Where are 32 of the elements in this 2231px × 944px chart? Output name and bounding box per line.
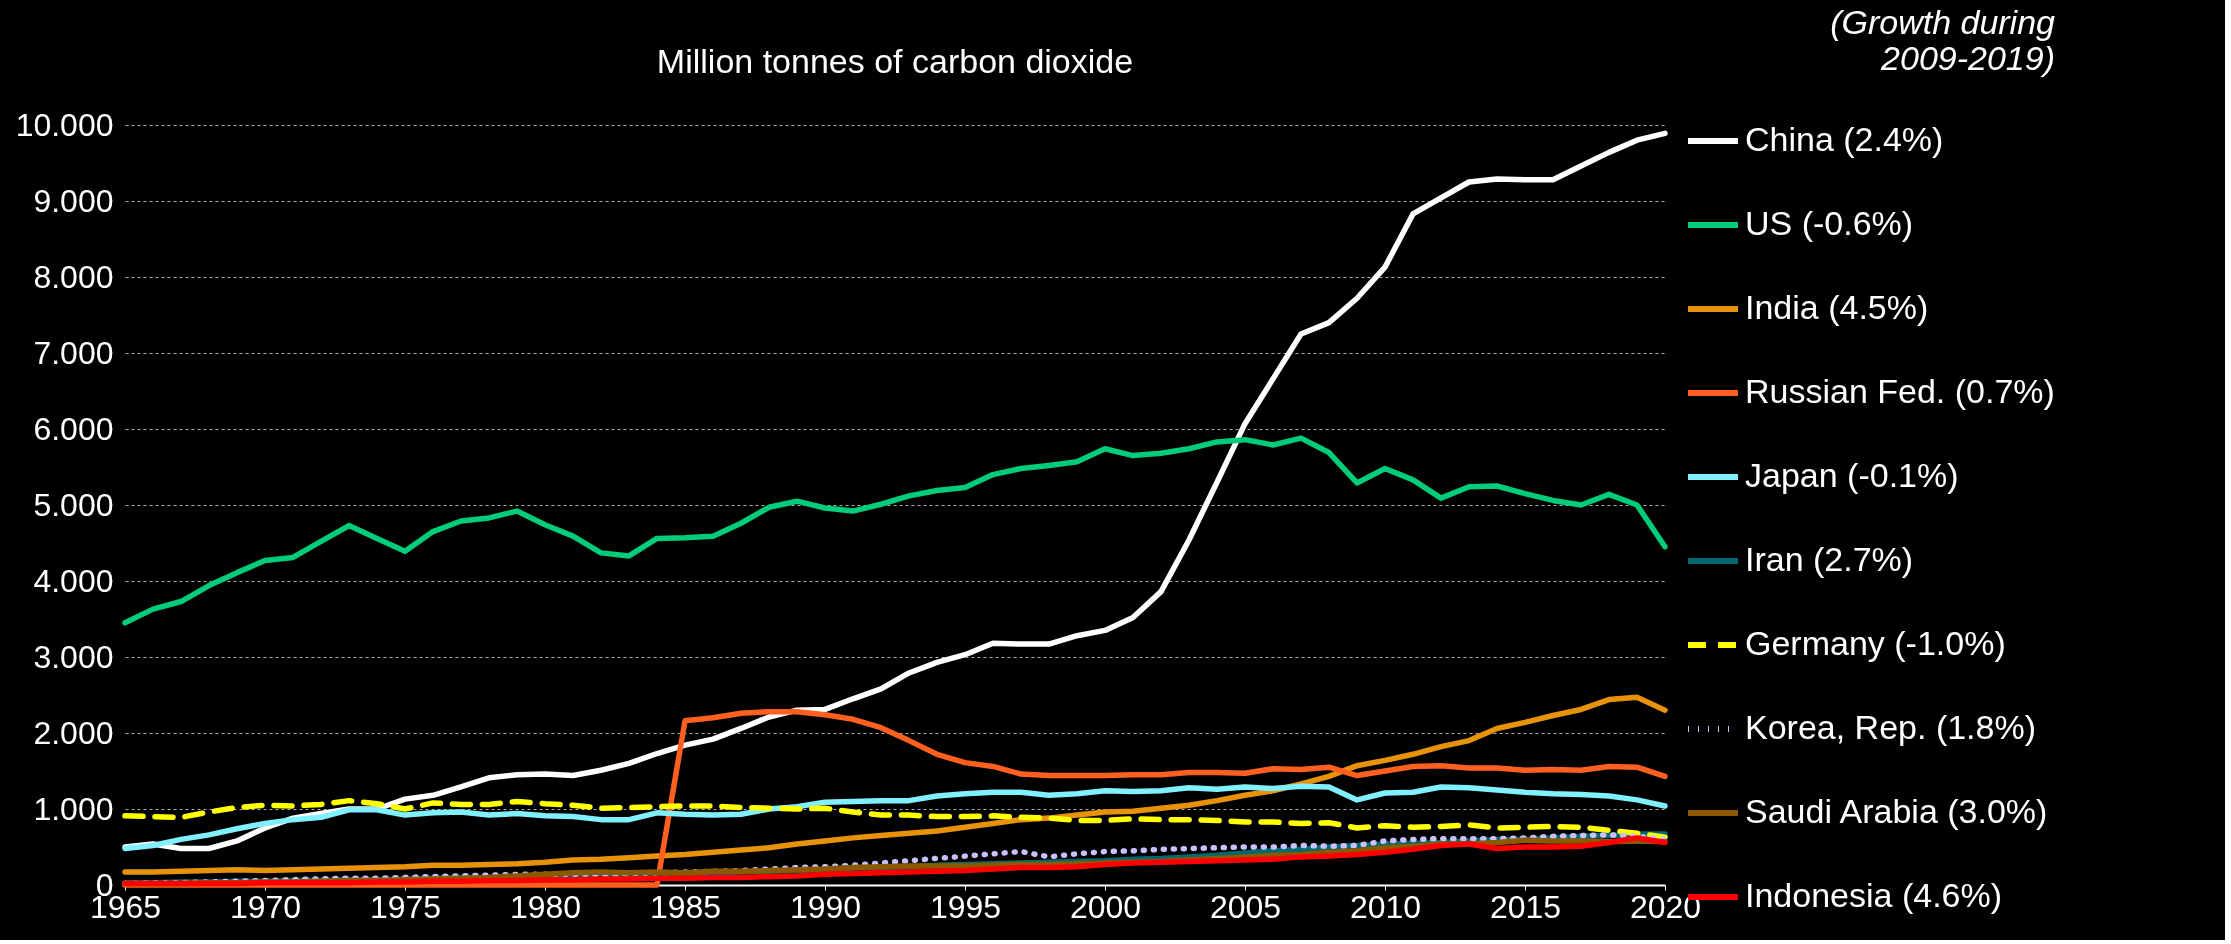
y-tick-label: 6.000 — [33, 410, 114, 447]
y-tick-label: 7.000 — [33, 334, 114, 371]
chart-title: Million tonnes of carbon dioxide — [656, 42, 1134, 80]
y-tick-label: 10.000 — [15, 106, 114, 143]
y-tick-label: 5.000 — [33, 486, 114, 523]
x-tick-label: 1985 — [649, 888, 722, 925]
x-tick-label: 1995 — [929, 888, 1002, 925]
x-tick-label: 1980 — [509, 888, 582, 925]
y-tick-label: 4.000 — [33, 562, 114, 599]
legend-label: US (-0.6%) — [1745, 204, 1914, 242]
y-tick-label: 9.000 — [33, 182, 114, 219]
legend-label: Germany (-1.0%) — [1745, 624, 2006, 662]
x-tick-label: 2015 — [1489, 888, 1562, 925]
y-tick-label: 1.000 — [33, 790, 114, 827]
x-tick-label: 1970 — [229, 888, 302, 925]
legend-label: China (2.4%) — [1745, 120, 1944, 158]
x-tick-label: 1990 — [789, 888, 862, 925]
legend-label: Saudi Arabia (3.0%) — [1745, 792, 2048, 830]
y-tick-label: 3.000 — [33, 638, 114, 675]
legend-label: Russian Fed. (0.7%) — [1745, 372, 2055, 410]
x-tick-label: 2000 — [1069, 888, 1142, 925]
y-tick-label: 2.000 — [33, 714, 114, 751]
x-tick-label: 2005 — [1209, 888, 1282, 925]
legend-label: Indonesia (4.6%) — [1745, 876, 2003, 914]
legend-label: Japan (-0.1%) — [1745, 456, 1959, 494]
legend-label: Korea, Rep. (1.8%) — [1745, 708, 2037, 746]
y-tick-label: 8.000 — [33, 258, 114, 295]
x-tick-label: 2010 — [1349, 888, 1422, 925]
legend-label: India (4.5%) — [1745, 288, 1929, 326]
legend-title: (Growth during 2009-2019) — [1830, 3, 2056, 77]
x-tick-label: 1975 — [369, 888, 442, 925]
legend-label: Iran (2.7%) — [1745, 540, 1914, 578]
